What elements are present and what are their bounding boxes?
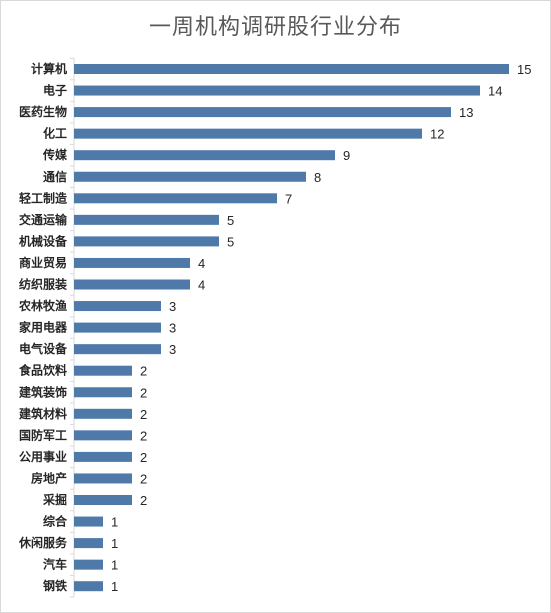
bar [74,279,190,290]
bar [74,193,277,204]
value-label: 9 [343,148,350,163]
category-label: 公用事业 [19,449,67,464]
value-label: 12 [430,127,444,142]
bar [74,430,132,441]
bar [74,214,219,225]
category-label: 商业贸易 [19,255,67,270]
bar [74,516,103,527]
value-label: 2 [140,385,147,400]
value-label: 3 [169,321,176,336]
category-label: 汽车 [43,557,67,572]
category-label: 传媒 [42,147,68,162]
bar [74,559,103,570]
category-label: 机械设备 [19,233,68,248]
bar [74,387,132,398]
category-label: 食品饮料 [18,363,67,378]
value-label: 13 [459,105,473,120]
bar [74,171,306,182]
category-label: 国防军工 [19,427,67,442]
bar [74,257,190,268]
category-label: 电子 [43,83,67,98]
bar [74,451,132,462]
category-label: 房地产 [31,470,67,485]
value-label: 4 [198,278,205,293]
value-label: 2 [140,364,147,379]
bar [74,538,103,549]
value-label: 1 [111,558,118,573]
category-label: 家用电器 [19,320,68,335]
bar [74,365,132,376]
bar [74,150,335,161]
category-label: 计算机 [31,61,67,76]
value-label: 2 [140,471,147,486]
bar [74,495,132,505]
category-label: 轻工制造 [19,190,68,205]
bar [74,408,132,419]
category-label: 建筑装饰 [18,384,67,399]
value-label: 2 [140,450,147,465]
value-label: 3 [169,342,176,357]
bar [74,64,509,74]
bar [74,301,161,312]
value-label: 1 [111,579,118,594]
value-label: 14 [488,84,502,99]
bar [74,236,219,247]
bar [74,107,451,118]
chart-title: 一周机构调研股行业分布 [148,15,402,40]
category-label: 钢铁 [43,578,67,593]
bar [74,473,132,484]
value-label: 1 [111,536,118,551]
bar [74,581,103,592]
category-label: 化工 [43,126,67,141]
category-label: 建筑材料 [18,406,67,421]
bar [74,128,422,139]
bar [74,322,161,333]
value-label: 3 [169,299,176,314]
category-label: 采掘 [42,492,67,507]
value-label: 2 [140,493,147,508]
category-label: 纺织服装 [19,277,67,292]
value-label: 5 [227,234,234,249]
category-label: 休闲服务 [18,535,68,550]
value-label: 7 [285,191,292,206]
category-label: 综合 [43,514,68,529]
value-label: 15 [517,62,531,77]
bar [74,85,480,96]
value-label: 8 [314,170,321,185]
category-label: 医药生物 [19,104,67,119]
value-label: 2 [140,407,147,422]
value-label: 5 [227,213,234,228]
value-label: 1 [111,515,118,530]
category-label: 通信 [43,169,67,184]
value-label: 2 [140,428,147,443]
bar [74,344,161,355]
category-label: 农林牧渔 [18,298,67,313]
category-label: 电气设备 [19,341,68,356]
category-label: 交通运输 [19,212,68,227]
value-label: 4 [198,256,205,271]
